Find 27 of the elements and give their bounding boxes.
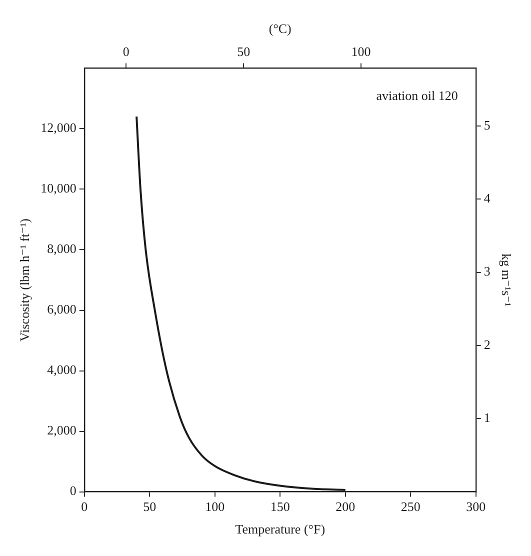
y-tick-label: 0 — [70, 483, 76, 498]
x-axis-title: Temperature (°F) — [235, 522, 326, 537]
y2-tick-label: 1 — [484, 410, 490, 426]
x-tick-label: 300 — [466, 499, 486, 514]
y2-axis-title: kg m⁻¹s⁻¹ — [498, 254, 514, 307]
y-tick-label: 12,000 — [40, 120, 76, 136]
x2-tick-label: 50 — [237, 44, 250, 59]
x2-tick-label: 0 — [122, 44, 130, 59]
y-axis-title: Viscosity (lbm h⁻¹ ft⁻¹) — [17, 218, 32, 342]
y2-tick-label: 4 — [484, 190, 491, 206]
y-tick-label: 4,000 — [47, 362, 76, 378]
x-tick-label: 100 — [205, 499, 225, 514]
x-tick-label: 0 — [81, 499, 88, 514]
y-tick-label: 10,000 — [40, 180, 76, 196]
x-tick-label: 200 — [336, 499, 356, 514]
x2-tick-label: 100 — [351, 44, 371, 59]
y-tick-label: 2,000 — [47, 422, 76, 438]
y-tick-label: 8,000 — [47, 241, 76, 256]
x2-axis-title: (°C) — [268, 21, 292, 36]
y-tick-label: 6,000 — [47, 302, 76, 317]
x-tick-label: 150 — [270, 499, 290, 514]
x-tick-label: 250 — [400, 499, 420, 514]
y2-tick-label: 2 — [484, 336, 490, 352]
y2-tick-label: 5 — [484, 117, 490, 132]
x-tick-label: 50 — [143, 499, 156, 514]
y2-tick-label: 3 — [484, 264, 490, 279]
annotation: aviation oil 120 — [376, 88, 458, 104]
